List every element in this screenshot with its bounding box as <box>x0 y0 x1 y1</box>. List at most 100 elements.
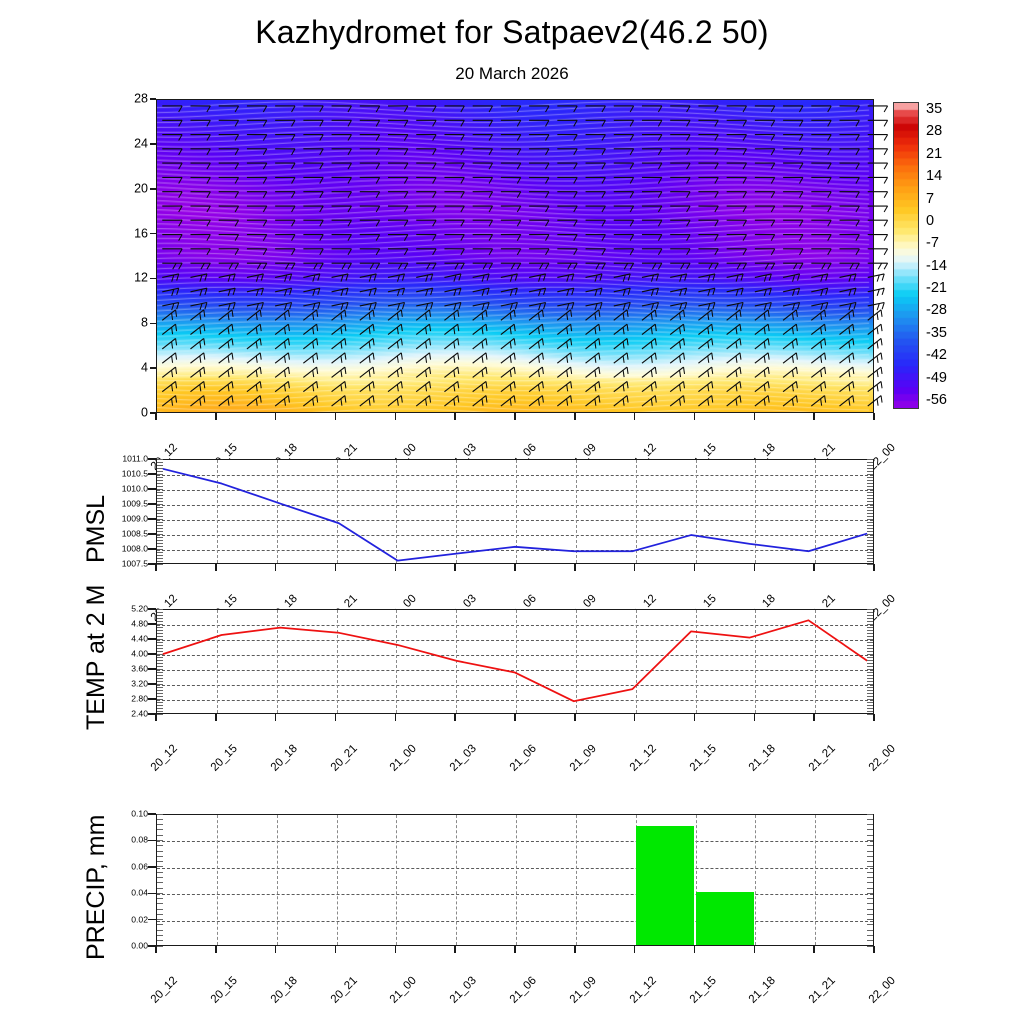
y-minor-tick <box>157 861 163 862</box>
gridline-horizontal <box>157 700 873 701</box>
x-tick-label: 20_15 <box>208 974 240 1006</box>
x-tick-mark <box>633 946 636 953</box>
x-tick-label: 21_09 <box>567 974 599 1006</box>
y-minor-tick-right <box>867 866 873 868</box>
y-minor-tick <box>157 533 163 535</box>
y-tick-mark <box>148 563 156 565</box>
y-tick-label: 0 <box>141 405 148 420</box>
y-minor-tick <box>157 482 163 484</box>
y-minor-tick <box>157 470 163 472</box>
gridline-horizontal <box>157 841 873 843</box>
y-tick-mark <box>150 277 156 280</box>
gridline-vertical <box>336 815 338 945</box>
y-minor-tick <box>157 924 163 926</box>
y-minor-tick-right <box>867 898 873 899</box>
wind-barbs-overlay <box>161 105 889 407</box>
y-minor-tick-right <box>867 892 873 894</box>
y-minor-tick-right <box>867 834 873 836</box>
y-minor-tick <box>157 704 163 706</box>
y-tick-mark <box>148 698 156 700</box>
y-tick-label: 4.00 <box>131 648 148 659</box>
precip-plot <box>156 814 874 946</box>
colorbar-tick-label: -56 <box>926 392 947 408</box>
y-minor-tick <box>157 834 163 836</box>
y-minor-tick <box>157 882 163 884</box>
y-minor-tick-right <box>867 683 873 685</box>
x-tick-mark <box>693 714 696 721</box>
x-tick-label: 21_21 <box>806 742 839 774</box>
y-minor-tick-right <box>867 829 873 831</box>
y-minor-tick <box>157 929 163 931</box>
y-minor-tick-right <box>867 871 873 873</box>
x-tick-mark <box>394 714 397 721</box>
x-tick-label: 21_12 <box>627 974 659 1006</box>
y-minor-tick-right <box>867 488 873 490</box>
y-minor-tick-right <box>867 518 873 520</box>
y-minor-tick <box>157 611 163 613</box>
y-minor-tick <box>157 629 163 631</box>
y-minor-tick-right <box>867 935 873 936</box>
gridline-vertical <box>575 460 577 563</box>
y-tick-mark <box>150 188 156 190</box>
gridline-vertical <box>755 460 757 563</box>
y-minor-tick <box>157 671 163 673</box>
bar <box>695 892 754 945</box>
y-minor-tick <box>157 707 163 709</box>
y-minor-tick-right <box>867 494 873 496</box>
x-tick-mark <box>514 564 516 571</box>
y-tick-label: 4 <box>141 360 148 375</box>
gridline-vertical <box>516 815 517 945</box>
y-minor-tick <box>157 530 163 532</box>
x-tick-mark <box>753 564 756 571</box>
x-tick-mark <box>753 946 756 953</box>
y-minor-tick-right <box>867 512 873 514</box>
gridline-vertical <box>456 815 458 945</box>
x-tick-label: 20_21 <box>328 742 360 774</box>
gridline-horizontal <box>157 535 873 536</box>
y-minor-tick-right <box>867 665 873 667</box>
y-tick-mark <box>148 608 156 610</box>
x-tick-mark <box>155 714 157 721</box>
y-minor-tick-right <box>867 671 873 673</box>
y-minor-tick <box>157 467 163 469</box>
gridline-vertical <box>635 460 637 563</box>
y-minor-tick <box>157 710 163 712</box>
y-minor-tick-right <box>867 635 873 637</box>
y-minor-tick <box>157 551 163 553</box>
y-minor-tick <box>157 542 163 544</box>
y-minor-tick <box>157 680 163 682</box>
x-tick-mark <box>813 413 815 420</box>
y-minor-tick-right <box>867 855 873 857</box>
x-tick-label: 20_18 <box>268 742 300 774</box>
x-tick-label: 21_06 <box>507 742 539 774</box>
y-minor-tick <box>157 913 163 915</box>
temperature-field <box>157 100 873 412</box>
y-minor-tick <box>157 653 163 655</box>
x-tick-mark <box>873 946 875 953</box>
x-tick-label: 21_21 <box>806 974 839 1006</box>
x-tick-label: 21_12 <box>627 742 659 774</box>
x-tick-mark <box>274 714 277 721</box>
y-minor-tick-right <box>867 656 873 658</box>
page-subtitle: 20 March 2026 <box>455 64 569 83</box>
y-tick-label: 12 <box>134 270 148 285</box>
colorbar-tick-label: -28 <box>926 302 947 319</box>
x-tick-label: 21_15 <box>687 742 719 774</box>
y-tick-label: 0.02 <box>131 914 148 925</box>
gridline-horizontal <box>157 867 873 869</box>
y-tick-mark <box>148 713 156 715</box>
x-tick-label: 21_18 <box>747 742 779 774</box>
y-minor-tick <box>157 871 163 873</box>
y-minor-tick <box>157 512 163 514</box>
y-tick-mark <box>148 839 156 842</box>
x-tick-mark <box>574 714 576 721</box>
x-tick-label: 20_12 <box>148 974 180 1006</box>
y-minor-tick <box>157 623 163 625</box>
y-tick-mark <box>148 945 156 947</box>
y-minor-tick <box>157 509 163 511</box>
x-tick-mark <box>274 946 277 953</box>
x-tick-mark <box>574 413 576 420</box>
gridline-vertical <box>216 815 218 945</box>
y-minor-tick-right <box>867 929 873 931</box>
y-minor-tick <box>157 689 163 691</box>
